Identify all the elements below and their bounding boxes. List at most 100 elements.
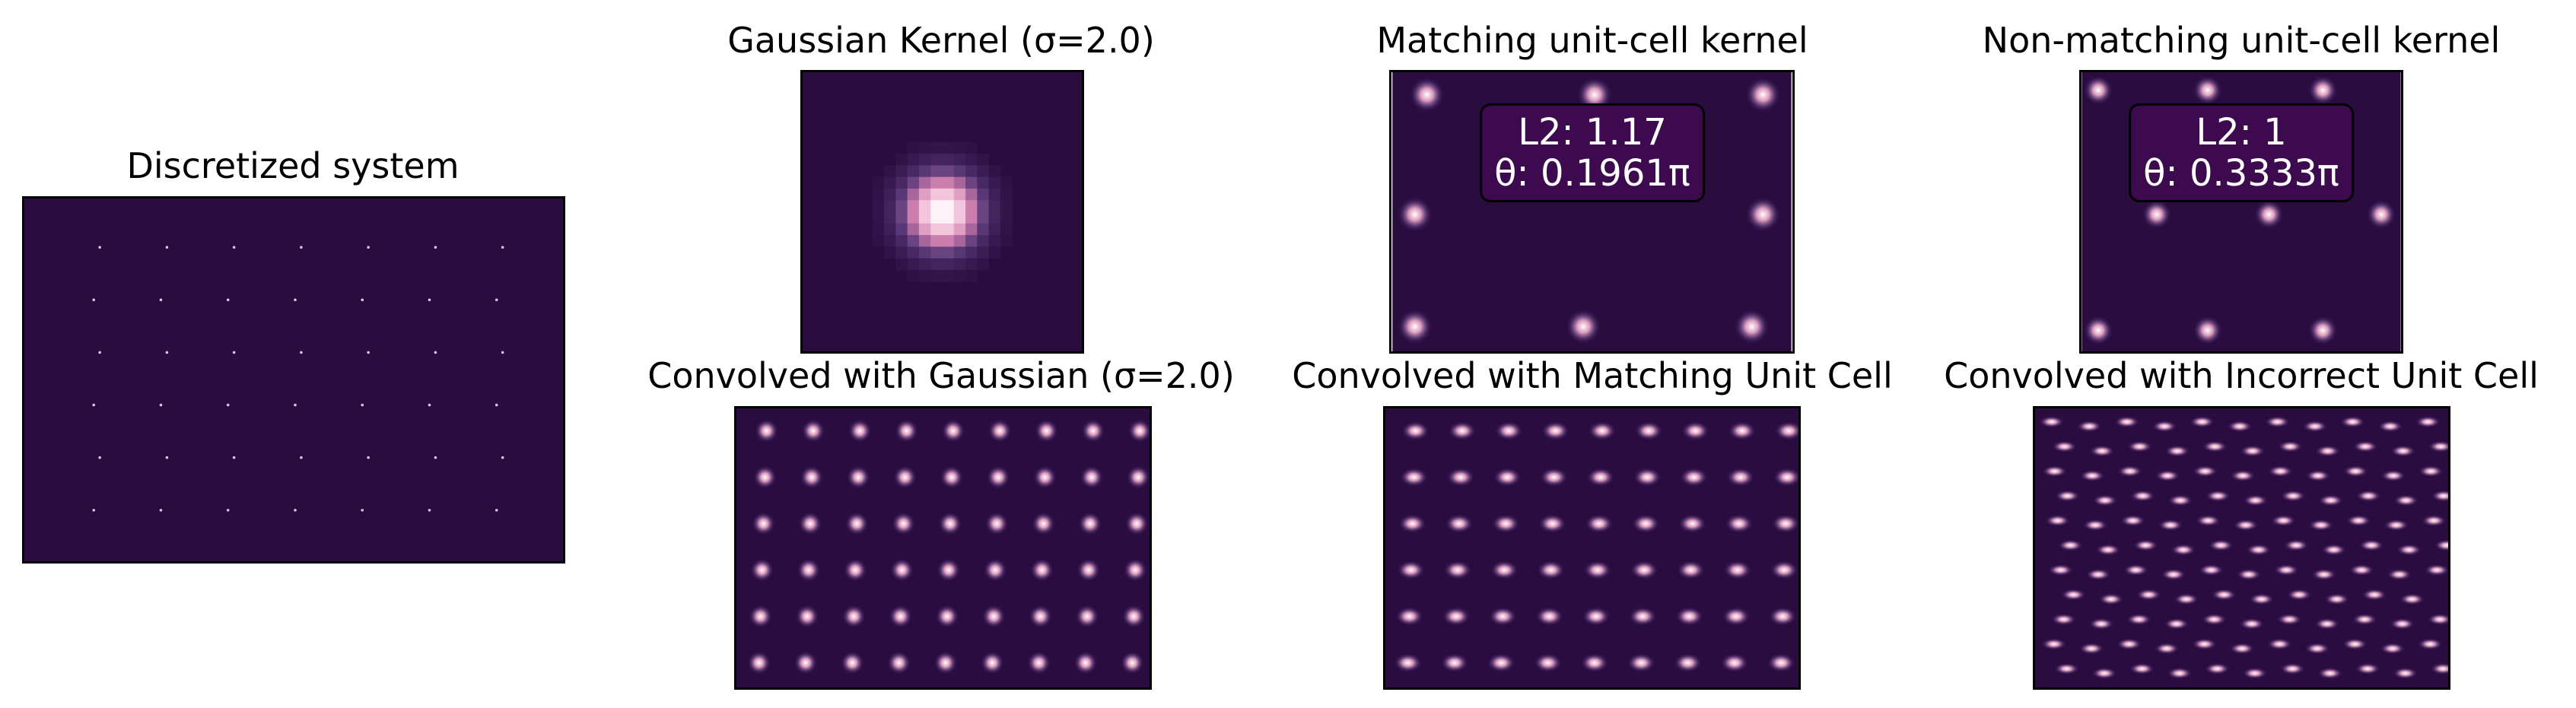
kernel-pixel <box>953 154 966 166</box>
convolved-spot <box>2164 445 2190 457</box>
convolved-spot <box>746 650 771 675</box>
kernel-pixel <box>930 165 943 178</box>
convolved-spot <box>2264 415 2291 428</box>
kernel-pixel <box>953 269 966 282</box>
kernel-pixel <box>942 176 955 189</box>
kernel-pixel <box>977 188 990 201</box>
convolved-spot <box>2434 539 2448 551</box>
lattice-point <box>226 509 230 512</box>
kernel-pixel <box>1000 188 1013 201</box>
convolved-spot <box>1445 513 1474 534</box>
kernel-pixel <box>918 200 931 212</box>
convolved-spot <box>2240 445 2266 457</box>
kernel-pixel <box>988 246 1001 259</box>
convolved-spot <box>2113 415 2140 428</box>
kernel-pixel <box>965 154 978 166</box>
unit-cell-spot <box>2307 315 2338 346</box>
convolved-spot <box>2320 544 2347 556</box>
convolved-spot <box>1031 511 1056 536</box>
convolved-spot <box>2308 519 2334 532</box>
convolved-spot <box>2229 642 2255 655</box>
convolved-spot <box>2040 638 2067 650</box>
kernel-pixel <box>884 165 896 178</box>
kernel-pixel <box>942 235 955 247</box>
kernel-pixel <box>884 246 896 259</box>
kernel-pixel <box>942 246 955 259</box>
convolved-spot <box>2399 593 2425 605</box>
lattice-point <box>434 246 437 249</box>
convolved-spot <box>2173 593 2199 605</box>
convolved-spot <box>1073 650 1098 675</box>
kernel-pixel <box>942 269 955 282</box>
convolved-spot <box>1123 557 1148 583</box>
convolved-spot <box>1399 467 1429 487</box>
kernel-pixel <box>884 188 896 201</box>
kernel-pixel <box>895 258 908 271</box>
convolved-spot <box>2079 469 2105 482</box>
convolved-spot <box>1771 513 1798 534</box>
lattice-point <box>300 456 303 459</box>
convolved-spot <box>2248 593 2275 605</box>
kernel-pixel <box>918 223 931 236</box>
convolved-spot <box>1034 418 1059 443</box>
lattice-point <box>367 351 370 354</box>
kernel-pixel <box>918 141 931 154</box>
panel-title-conv-incorrect: Convolved with Incorrect Unit Cell <box>1944 355 2539 396</box>
convolved-spot <box>2427 613 2448 626</box>
convolved-spot <box>2201 613 2228 626</box>
kernel-pixel <box>953 165 966 178</box>
convolved-spot <box>2342 638 2368 650</box>
convolved-spot <box>798 511 822 536</box>
convolved-spot <box>800 465 824 490</box>
convolved-spot <box>2314 445 2341 457</box>
kernel-pixel <box>930 235 943 247</box>
convolved-spot <box>1634 421 1663 441</box>
convolved-spot <box>2129 662 2155 675</box>
kernel-pixel <box>907 258 920 271</box>
lattice-point <box>361 509 364 512</box>
convolved-spot <box>841 604 867 629</box>
kernel-pixel <box>988 200 1001 212</box>
kernel-pixel <box>977 246 990 259</box>
convolved-spot <box>2310 568 2337 581</box>
kernel-pixel <box>953 258 966 271</box>
convolved-spot <box>2155 469 2180 482</box>
kernel-pixel <box>930 258 943 271</box>
convolved-spot <box>2038 415 2065 428</box>
convolved-spot <box>2277 440 2304 453</box>
convolved-spot <box>983 557 1008 583</box>
conv-matching-plot <box>1383 406 1801 690</box>
convolved-spot <box>1539 467 1569 487</box>
kernel-pixel <box>895 223 908 236</box>
kernel-pixel <box>930 176 943 189</box>
convolved-spot <box>2116 465 2143 478</box>
convolved-spot <box>892 465 918 490</box>
kernel-pixel <box>907 200 920 212</box>
kernel-pixel <box>895 200 908 212</box>
convolved-spot <box>846 465 871 490</box>
convolved-spot <box>795 604 819 629</box>
convolved-spot <box>2377 420 2403 433</box>
nonmatching-kernel-annotation: L2: 1 θ: 0.3333π <box>2129 103 2354 202</box>
convolved-spot <box>2202 440 2228 453</box>
lattice-point <box>165 351 169 354</box>
kernel-pixel <box>1000 211 1013 224</box>
convolved-spot <box>1681 421 1710 441</box>
kernel-pixel <box>953 200 966 212</box>
lattice-point <box>98 351 101 354</box>
kernel-pixel <box>895 154 908 166</box>
kernel-pixel <box>942 211 955 224</box>
convolved-spot <box>751 511 776 536</box>
convolved-spot <box>840 650 865 675</box>
convolved-spot <box>2158 519 2183 532</box>
kernel-pixel <box>953 211 966 224</box>
conv-matching-canvas <box>1385 408 1798 687</box>
discretized-system-canvas <box>24 198 563 561</box>
kernel-pixel <box>953 235 966 247</box>
kernel-pixel <box>872 176 885 189</box>
convolved-spot <box>752 465 778 490</box>
lattice-point <box>226 298 230 302</box>
convolved-spot <box>1395 606 1424 627</box>
convolved-spot <box>1028 604 1053 629</box>
convolved-spot <box>2276 613 2303 626</box>
